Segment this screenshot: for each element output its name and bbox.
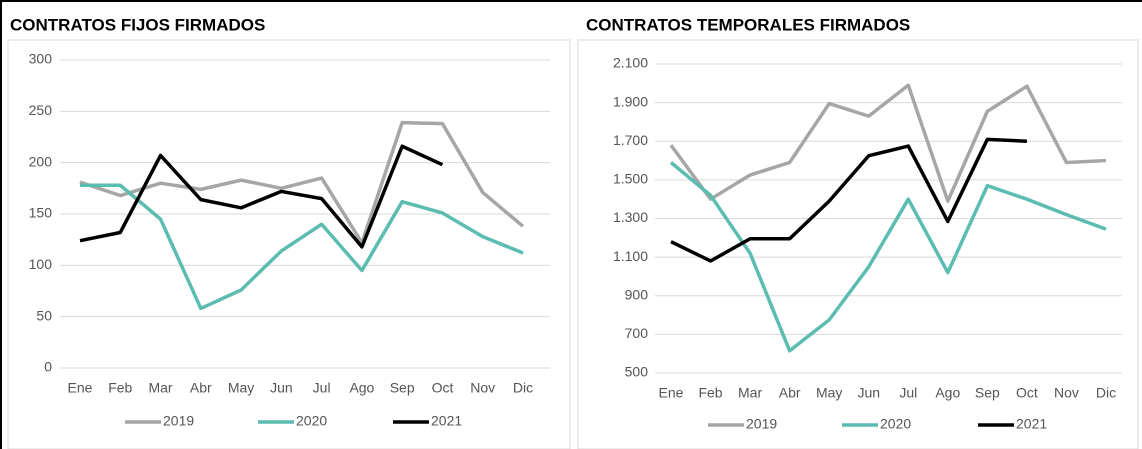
- series-line: [669, 83, 1107, 203]
- x-tick-label: May: [816, 385, 842, 401]
- y-tick-label: 1.300: [613, 209, 648, 225]
- x-tick-label: Feb: [698, 385, 722, 401]
- y-tick-label: 1.700: [613, 132, 648, 148]
- series-line: [670, 137, 1027, 263]
- y-tick-label: 0: [44, 359, 52, 375]
- y-tick-label: 700: [625, 325, 649, 341]
- x-tick-label: Sep: [975, 385, 1000, 401]
- series-line: [79, 120, 525, 245]
- x-tick-label: Mar: [738, 385, 762, 401]
- x-tick-label: Nov: [470, 380, 495, 396]
- x-tick-label: Dic: [1096, 385, 1116, 401]
- legend-label: 2019: [163, 413, 194, 429]
- x-tick-label: Abr: [779, 385, 801, 401]
- legend-label: 2019: [746, 416, 777, 432]
- panel: [7, 39, 571, 449]
- x-tick-label: Nov: [1054, 385, 1079, 401]
- x-tick-label: Oct: [432, 380, 454, 396]
- legend-label: 2020: [880, 416, 911, 432]
- y-tick-label: 150: [29, 205, 53, 221]
- y-tick-label: 1.900: [613, 93, 648, 109]
- legend-label: 2021: [431, 413, 462, 429]
- legend-label: 2021: [1016, 416, 1047, 432]
- panel: [577, 39, 1139, 449]
- y-tick-label: 1.500: [613, 171, 648, 187]
- series-line: [79, 144, 444, 249]
- x-tick-label: Jul: [313, 380, 331, 396]
- x-tick-label: Mar: [148, 380, 172, 396]
- x-tick-label: Jul: [899, 385, 917, 401]
- series-line: [80, 183, 524, 311]
- x-tick-label: May: [228, 380, 254, 396]
- x-tick-label: Ago: [349, 380, 374, 396]
- x-tick-label: Sep: [390, 380, 415, 396]
- y-tick-label: 100: [29, 256, 53, 272]
- y-tick-label: 2.100: [613, 55, 648, 71]
- y-tick-label: 200: [29, 153, 53, 169]
- x-tick-label: Feb: [108, 380, 132, 396]
- y-tick-label: 300: [29, 51, 53, 67]
- x-tick-label: Ene: [68, 380, 93, 396]
- x-tick-label: Jun: [270, 380, 293, 396]
- y-tick-label: 900: [625, 286, 649, 302]
- chart-title: CONTRATOS TEMPORALES FIRMADOS: [586, 15, 910, 34]
- y-tick-label: 500: [625, 364, 649, 380]
- y-tick-label: 1.100: [613, 248, 648, 264]
- x-tick-label: Dic: [513, 380, 533, 396]
- y-tick-label: 250: [29, 102, 53, 118]
- x-tick-label: Ago: [935, 385, 960, 401]
- y-tick-label: 50: [36, 307, 52, 323]
- chart-title: CONTRATOS FIJOS FIRMADOS: [10, 15, 265, 34]
- x-tick-label: Ene: [659, 385, 684, 401]
- x-tick-label: Jun: [857, 385, 880, 401]
- x-tick-label: Oct: [1016, 385, 1038, 401]
- x-tick-label: Abr: [190, 380, 212, 396]
- legend-label: 2020: [296, 413, 327, 429]
